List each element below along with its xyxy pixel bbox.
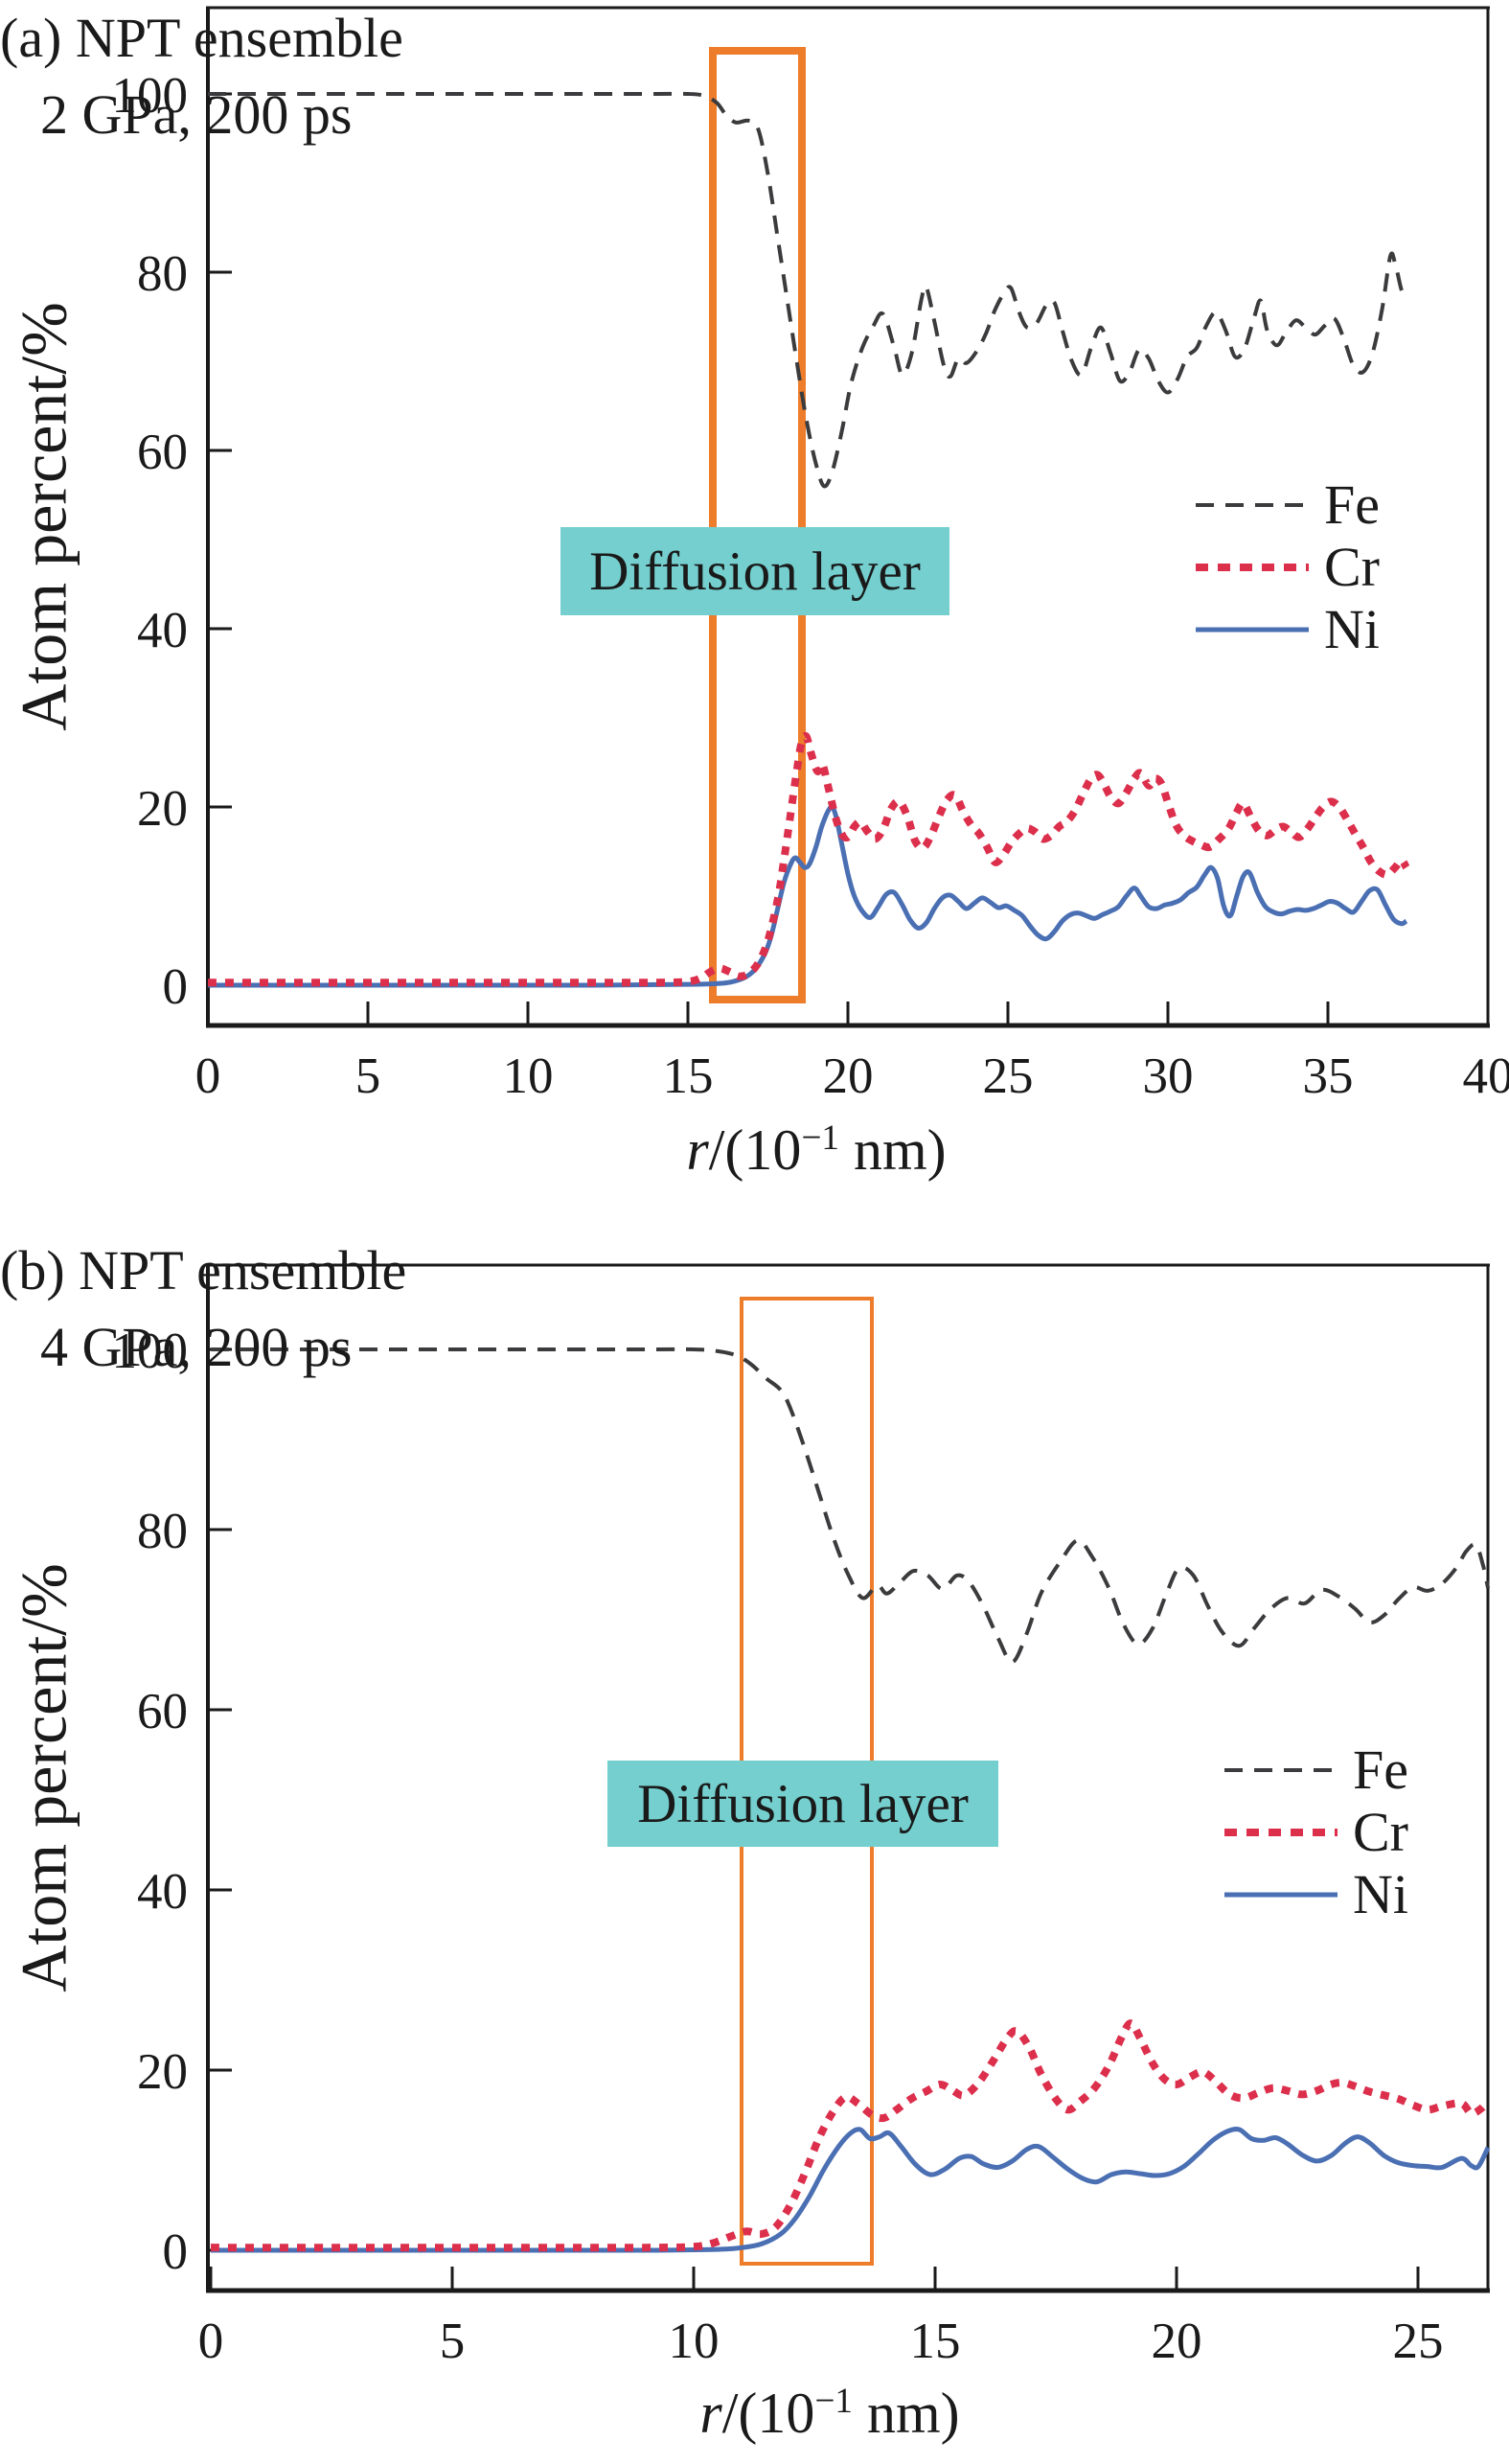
panel-b-title-line2: 4 GPa, 200 ps [40, 1316, 353, 1379]
svg-text:80: 80 [137, 1504, 188, 1559]
svg-text:60: 60 [137, 425, 188, 480]
panel-b-title-line1: (b) NPT ensemble [0, 1239, 407, 1301]
series-line-fe [208, 91, 1408, 489]
svg-text:40: 40 [1463, 1048, 1509, 1104]
x-unit-exponent: −1 [814, 2382, 853, 2421]
x-unit-close: nm) [852, 2382, 960, 2445]
svg-text:30: 30 [1143, 1048, 1194, 1104]
series-line-ni [207, 804, 1408, 988]
x-unit-open: /(10 [721, 2382, 815, 2445]
series-line-cr [207, 731, 1410, 987]
panel-b-diffusion-layer-label: Diffusion layer [607, 1761, 998, 1847]
svg-text:20: 20 [1152, 2314, 1202, 2369]
chart-a-canvas: 0 5 10 15 20 25 30 35 40 0 20 40 60 80 100 [112, 6, 1509, 1104]
fe-line-sample-icon [1224, 1767, 1338, 1772]
svg-text:5: 5 [355, 1048, 381, 1104]
svg-text:0: 0 [163, 959, 189, 1015]
x-unit-exponent: −1 [801, 1118, 839, 1158]
panel-a: 0 5 10 15 20 25 30 35 40 0 20 40 60 80 100 (a) NPT ens… [0, 0, 1509, 1184]
panel-b: 0 5 10 15 20 25 0 20 40 60 80 100 (b) NPT ensemble … [0, 1232, 1509, 2464]
svg-text:5: 5 [440, 2314, 466, 2369]
legend-row-ni: Ni [1196, 598, 1380, 660]
svg-text:0: 0 [163, 2224, 189, 2280]
svg-text:15: 15 [910, 2314, 961, 2369]
svg-text:20: 20 [137, 2044, 188, 2100]
ni-line-sample-icon [1196, 627, 1309, 632]
svg-text:20: 20 [137, 781, 188, 837]
panel-a-x-axis-label: r/(10−1 nm) [686, 1117, 946, 1184]
panel-a-title: (a) NPT ensemble 2 GPa, 200 ps [0, 0, 403, 153]
x-unit-open: /(10 [708, 1118, 802, 1182]
x-variable: r [686, 1118, 709, 1182]
svg-text:60: 60 [137, 1684, 188, 1739]
panel-a-legend: Fe Cr Ni [1196, 473, 1380, 660]
legend-row-fe: Fe [1196, 473, 1380, 536]
svg-text:80: 80 [137, 246, 188, 302]
panel-b-x-axis-label: r/(10−1 nm) [699, 2381, 959, 2447]
svg-text:0: 0 [195, 1048, 221, 1104]
series-line-cr [210, 2019, 1492, 2252]
legend-label-cr: Cr [1324, 536, 1380, 598]
legend-label-ni: Ni [1353, 1863, 1408, 1925]
panel-b-title: (b) NPT ensemble 4 GPa, 200 ps [0, 1232, 406, 1386]
svg-text:10: 10 [503, 1048, 554, 1104]
panel-a-title-line2: 2 GPa, 200 ps [40, 83, 353, 147]
legend-row-cr: Cr [1196, 536, 1380, 598]
legend-label-fe: Fe [1324, 473, 1380, 536]
panel-b-y-axis-label: Atom percent/% [7, 1563, 80, 1992]
svg-text:100: 100 [112, 1324, 189, 1379]
x-unit-close: nm) [838, 1118, 947, 1182]
series-line-fe [211, 1347, 1491, 1665]
legend-row-ni: Ni [1224, 1863, 1408, 1925]
panel-a-diffusion-layer-label: Diffusion layer [560, 527, 949, 615]
cr-line-sample-icon [1224, 1828, 1338, 1836]
legend-label-cr: Cr [1353, 1801, 1408, 1863]
svg-text:20: 20 [823, 1048, 874, 1104]
panel-b-legend: Fe Cr Ni [1224, 1739, 1408, 1925]
series-line-ni [211, 2127, 1491, 2253]
svg-text:40: 40 [137, 1864, 188, 1920]
x-variable: r [699, 2382, 722, 2445]
legend-label-fe: Fe [1353, 1739, 1408, 1801]
svg-text:15: 15 [663, 1048, 714, 1104]
svg-text:25: 25 [983, 1048, 1034, 1104]
fe-line-sample-icon [1196, 502, 1309, 507]
panel-a-y-axis-label: Atom percent/% [7, 302, 80, 731]
svg-text:100: 100 [112, 68, 189, 124]
svg-text:40: 40 [137, 603, 188, 658]
legend-row-cr: Cr [1224, 1801, 1408, 1863]
svg-text:25: 25 [1393, 2314, 1444, 2369]
cr-line-sample-icon [1196, 563, 1309, 571]
legend-row-fe: Fe [1224, 1739, 1408, 1801]
chart-b-canvas: 0 5 10 15 20 25 0 20 40 60 80 100 [112, 1263, 1492, 2369]
svg-text:10: 10 [669, 2314, 720, 2369]
legend-label-ni: Ni [1324, 598, 1380, 660]
svg-text:0: 0 [198, 2314, 224, 2369]
panel-a-title-line1: (a) NPT ensemble [0, 7, 403, 69]
ni-line-sample-icon [1224, 1892, 1338, 1897]
svg-text:35: 35 [1303, 1048, 1354, 1104]
